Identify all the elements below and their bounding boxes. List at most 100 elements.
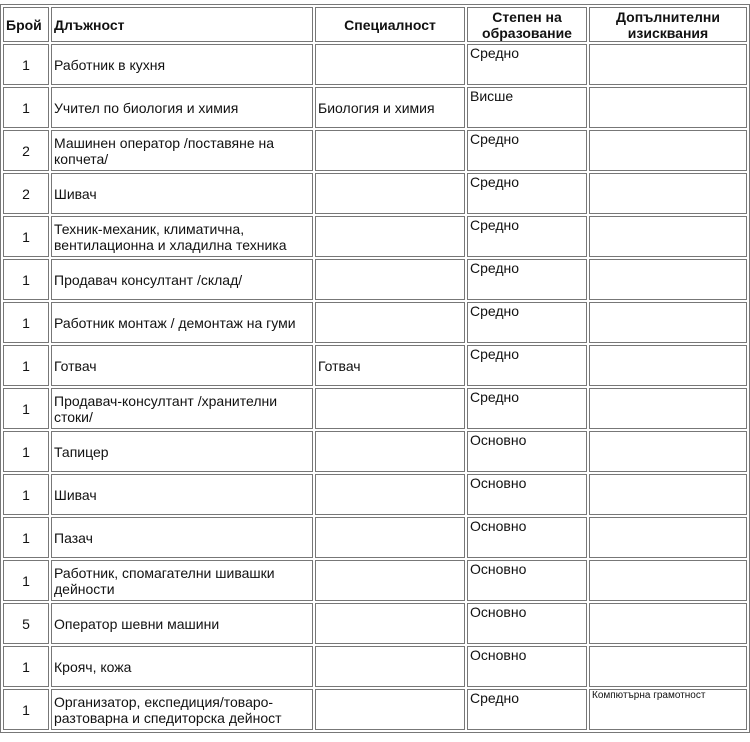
cell-requirements (589, 388, 747, 429)
table-row: 1 Работник, спомагателни шивашки дейности… (3, 560, 747, 601)
cell-position: Крояч, кожа (51, 646, 313, 687)
cell-specialty (315, 216, 465, 257)
table-row: 1 Крояч, кожа Основно (3, 646, 747, 687)
cell-requirements (589, 87, 747, 128)
table-row: 1 Продавач консултант /склад/Средно (3, 259, 747, 300)
cell-count: 5 (3, 603, 49, 644)
cell-requirements: Компютърна грамотност (589, 689, 747, 730)
cell-position: Работник в кухня (51, 44, 313, 85)
cell-education: Средно (467, 130, 587, 171)
cell-position: Шивач (51, 173, 313, 214)
cell-education: Средно (467, 44, 587, 85)
cell-requirements (589, 603, 747, 644)
table-row: 1 Учител по биология и химия Биология и хи… (3, 87, 747, 128)
cell-education: Средно (467, 345, 587, 386)
cell-count: 1 (3, 345, 49, 386)
table-row: 2 Шивач Средно (3, 173, 747, 214)
table-row: 1 Продавач-консултант /хранителни стоки/С… (3, 388, 747, 429)
header-requirements: Допълнителни изисквания (589, 7, 747, 42)
cell-specialty (315, 259, 465, 300)
header-specialty: Специалност (315, 7, 465, 42)
cell-specialty (315, 603, 465, 644)
cell-education: Основно (467, 603, 587, 644)
cell-requirements (589, 173, 747, 214)
cell-position: Учител по биология и химия (51, 87, 313, 128)
cell-requirements (589, 560, 747, 601)
cell-education: Средно (467, 259, 587, 300)
cell-position: Пазач (51, 517, 313, 558)
table-row: 1 Тапицер Основно (3, 431, 747, 472)
cell-specialty: Биология и химия (315, 87, 465, 128)
cell-count: 1 (3, 302, 49, 343)
cell-count: 1 (3, 87, 49, 128)
cell-position: Продавач-консултант /хранителни стоки/ (51, 388, 313, 429)
cell-count: 1 (3, 259, 49, 300)
table-row: 2 Машинен оператор /поставяне на копчета/… (3, 130, 747, 171)
cell-specialty (315, 302, 465, 343)
cell-count: 1 (3, 689, 49, 730)
cell-count: 1 (3, 517, 49, 558)
cell-requirements (589, 130, 747, 171)
cell-education: Основно (467, 646, 587, 687)
cell-specialty (315, 560, 465, 601)
cell-specialty (315, 646, 465, 687)
cell-position: Оператор шевни машини (51, 603, 313, 644)
cell-count: 1 (3, 431, 49, 472)
cell-education: Средно (467, 388, 587, 429)
cell-education: Основно (467, 517, 587, 558)
cell-position: Готвач (51, 345, 313, 386)
header-education: Степен на образование (467, 7, 587, 42)
table-row: 1 Работник монтаж / демонтаж на гуми Средн… (3, 302, 747, 343)
cell-specialty (315, 431, 465, 472)
cell-education: Висше (467, 87, 587, 128)
table-row: 1 Готвач Готвач Средно (3, 345, 747, 386)
cell-specialty (315, 130, 465, 171)
cell-specialty (315, 689, 465, 730)
table-row: 5 Оператор шевни машини Основно (3, 603, 747, 644)
cell-count: 1 (3, 560, 49, 601)
cell-count: 2 (3, 173, 49, 214)
cell-specialty (315, 517, 465, 558)
cell-count: 2 (3, 130, 49, 171)
cell-position: Техник-механик, климатична, вентилационн… (51, 216, 313, 257)
table-row: 1 Шивач Основно (3, 474, 747, 515)
cell-requirements (589, 431, 747, 472)
cell-position: Продавач консултант /склад/ (51, 259, 313, 300)
cell-education: Основно (467, 474, 587, 515)
job-vacancies-table: Брой Длъжност Специалност Степен на обра… (0, 4, 750, 733)
table-row: 1 Организатор, експедиция/товаро-разтовар… (3, 689, 747, 730)
table-row: 1 Работник в кухня Средно (3, 44, 747, 85)
cell-education: Средно (467, 173, 587, 214)
cell-requirements (589, 259, 747, 300)
header-count: Брой (3, 7, 49, 42)
cell-specialty (315, 44, 465, 85)
cell-requirements (589, 44, 747, 85)
cell-education: Основно (467, 431, 587, 472)
cell-requirements (589, 517, 747, 558)
cell-count: 1 (3, 44, 49, 85)
header-position: Длъжност (51, 7, 313, 42)
cell-position: Тапицер (51, 431, 313, 472)
cell-position: Работник, спомагателни шивашки дейности (51, 560, 313, 601)
cell-count: 1 (3, 474, 49, 515)
cell-education: Средно (467, 302, 587, 343)
cell-position: Машинен оператор /поставяне на копчета/ (51, 130, 313, 171)
cell-position: Шивач (51, 474, 313, 515)
cell-specialty (315, 474, 465, 515)
cell-requirements (589, 216, 747, 257)
cell-count: 1 (3, 388, 49, 429)
cell-requirements (589, 302, 747, 343)
cell-education: Основно (467, 560, 587, 601)
cell-position: Работник монтаж / демонтаж на гуми (51, 302, 313, 343)
table-header-row: Брой Длъжност Специалност Степен на обра… (3, 7, 747, 42)
cell-specialty (315, 173, 465, 214)
cell-requirements (589, 474, 747, 515)
cell-count: 1 (3, 216, 49, 257)
cell-count: 1 (3, 646, 49, 687)
cell-requirements (589, 345, 747, 386)
cell-requirements (589, 646, 747, 687)
cell-specialty (315, 388, 465, 429)
table-row: 1 Пазач Основно (3, 517, 747, 558)
table-row: 1 Техник-механик, климатична, вентилацион… (3, 216, 747, 257)
cell-education: Средно (467, 216, 587, 257)
